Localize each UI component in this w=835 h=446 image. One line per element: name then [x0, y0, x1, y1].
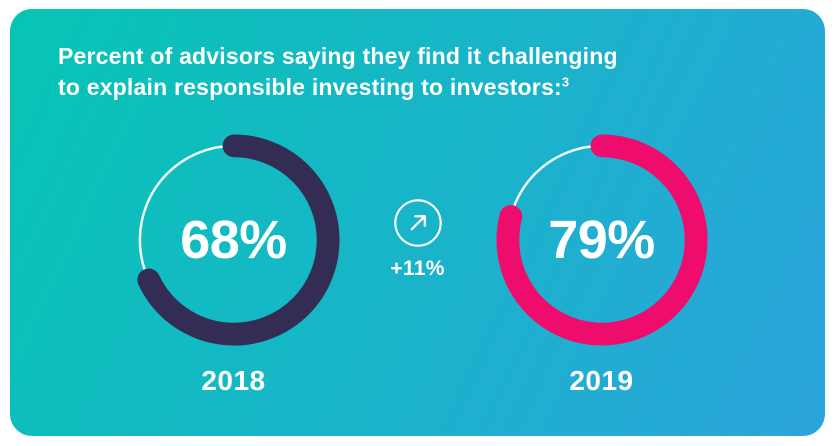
delta-indicator: +11%	[387, 198, 449, 281]
infographic-card: Percent of advisors saying they find it …	[10, 9, 825, 436]
gauges-row: 68% 2018 +11%	[10, 131, 825, 397]
donut-arc-2019	[495, 134, 708, 346]
gauge-2019: 79% 2019	[493, 131, 711, 397]
gauge-value-2018: 68%	[180, 209, 287, 270]
donut-svg-2019	[495, 134, 708, 346]
donut-chart-2018: 68%	[125, 131, 343, 349]
year-label-2018: 2018	[201, 364, 266, 396]
donut-chart-2019: 79%	[493, 131, 711, 349]
gauge-value-2019: 79%	[548, 209, 655, 270]
donut-svg-2018	[127, 134, 340, 346]
footnote-marker: 3	[561, 74, 570, 90]
delta-label: +11%	[390, 257, 445, 281]
chart-title-line-1: Percent of advisors saying they find it …	[58, 43, 618, 69]
chart-title: Percent of advisors saying they find it …	[10, 9, 825, 103]
gauge-2018: 68% 2018	[125, 131, 343, 397]
chart-title-line-2: to explain responsible investing to inve…	[58, 73, 562, 100]
year-label-2019: 2019	[569, 364, 634, 396]
donut-arc-2018	[127, 134, 340, 346]
arrow-up-right-circle-icon	[393, 198, 443, 248]
